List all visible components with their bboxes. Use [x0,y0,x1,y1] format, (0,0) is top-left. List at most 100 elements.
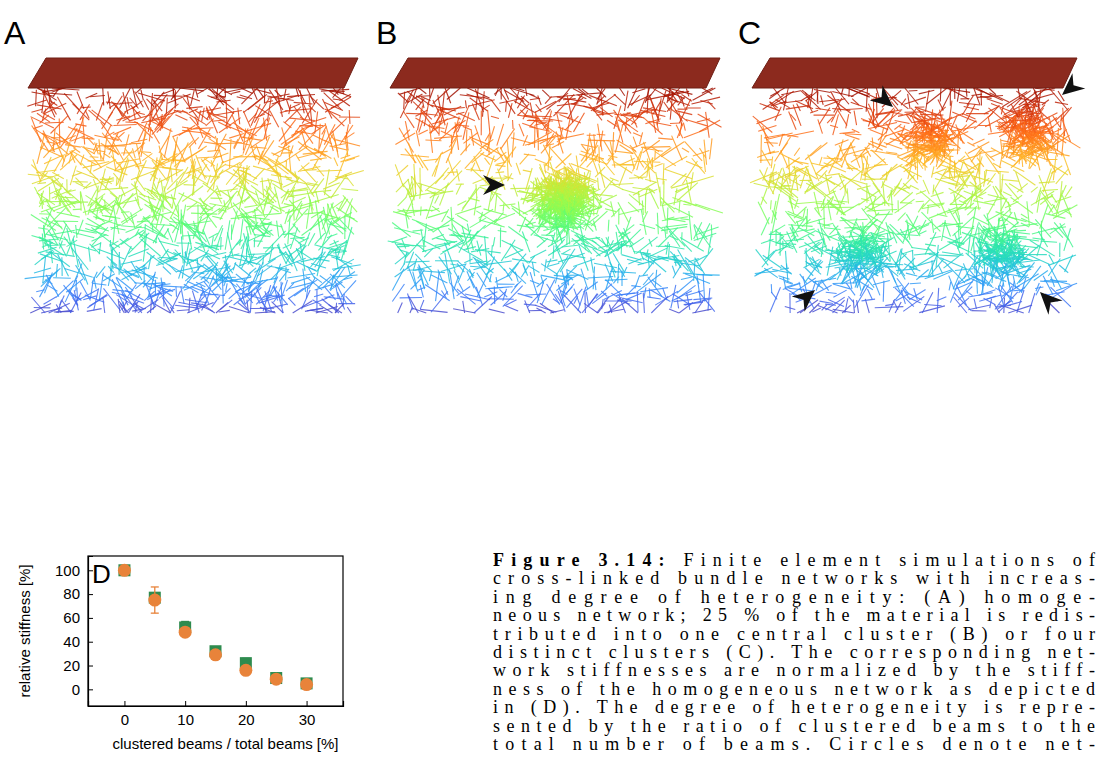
network-beam [434,136,462,138]
network-beam [669,309,679,313]
network-beam [631,155,635,169]
network-beam [435,153,442,176]
network-beam [144,100,149,110]
network-beam [73,209,81,210]
network-beam [224,88,246,92]
network-beam [219,310,230,312]
network-beam [151,299,152,313]
network-beam [288,288,303,298]
network-beam [215,136,223,163]
network-beam [132,148,135,158]
network-beam [517,225,535,228]
network-beam [226,283,228,291]
network-beam [59,118,60,145]
network-beam [470,279,480,298]
network-beam [412,219,436,229]
network-beam [542,90,549,97]
network-beam [520,154,529,165]
network-beam [535,159,548,164]
network-beam [120,260,121,270]
network-beam [83,182,91,189]
network-beam [221,155,243,163]
panel-letter: A [4,15,26,51]
network-beam [181,236,183,263]
network-beam [463,132,478,143]
network-beam [670,123,680,124]
network-beam [94,277,96,289]
network-beam [119,132,125,137]
network-beam [203,188,217,202]
network-beam [279,120,296,142]
network-beam [34,268,51,273]
network-beam [616,232,619,249]
network-beam [78,220,84,235]
network-beam [556,154,572,169]
network-beam [343,88,344,94]
network-beam [309,96,312,125]
network-beam [265,231,285,252]
network-beam [238,108,240,125]
network-beam [80,192,81,211]
network-beam [684,128,708,137]
network-beam [221,237,222,250]
network-panel [388,58,723,313]
network-beam [243,111,250,128]
network-beam [281,224,284,234]
network-beam [167,229,173,243]
network-beam [398,197,406,206]
network-beam [251,147,267,148]
network-beam [231,91,240,93]
network-beam [311,125,326,134]
network-beam [466,169,484,170]
network-beam [409,296,419,313]
network-beam [632,89,645,93]
network-beam [255,114,265,118]
network-beam [433,88,450,104]
network-beam [499,98,523,103]
network-beam [288,298,295,305]
network-beam [103,137,107,160]
network-beam [491,99,501,111]
network-beam [649,288,650,297]
network-beam [291,277,310,283]
network-beam [277,221,279,237]
network-beam [545,259,547,271]
network-beam [614,94,625,105]
network-beam [113,217,115,243]
network-beam [90,157,99,158]
network-beam [675,208,693,217]
network-beam [280,205,292,208]
network-beam [31,165,42,175]
network-beam [100,182,118,198]
network-beam [108,91,111,109]
network-beam [530,250,546,258]
network-beam [340,156,359,162]
network-beam [103,298,105,313]
network-beam [644,287,646,298]
network-beam [293,301,313,313]
network-beam [496,172,505,173]
network-beam [525,294,546,295]
network-beam [341,280,356,297]
network-beam [189,235,191,250]
network-beam [89,110,105,125]
network-beam [664,169,692,179]
network-beam [485,158,490,165]
network-beam [147,306,156,313]
network-beam [212,296,220,307]
network-beam [489,309,505,313]
network-beam [31,109,42,112]
network-beam [197,88,208,94]
network-beam [346,124,348,137]
network-beam [298,238,309,243]
network-beam [622,189,640,194]
network-beam [563,249,571,253]
network-beam [289,251,297,271]
network-beam [57,212,80,217]
network-panel [25,58,364,313]
network-beam [179,193,202,204]
network-beam [334,158,338,166]
network-beam [419,88,426,94]
network-beam [76,225,77,238]
network-beam [601,159,614,175]
